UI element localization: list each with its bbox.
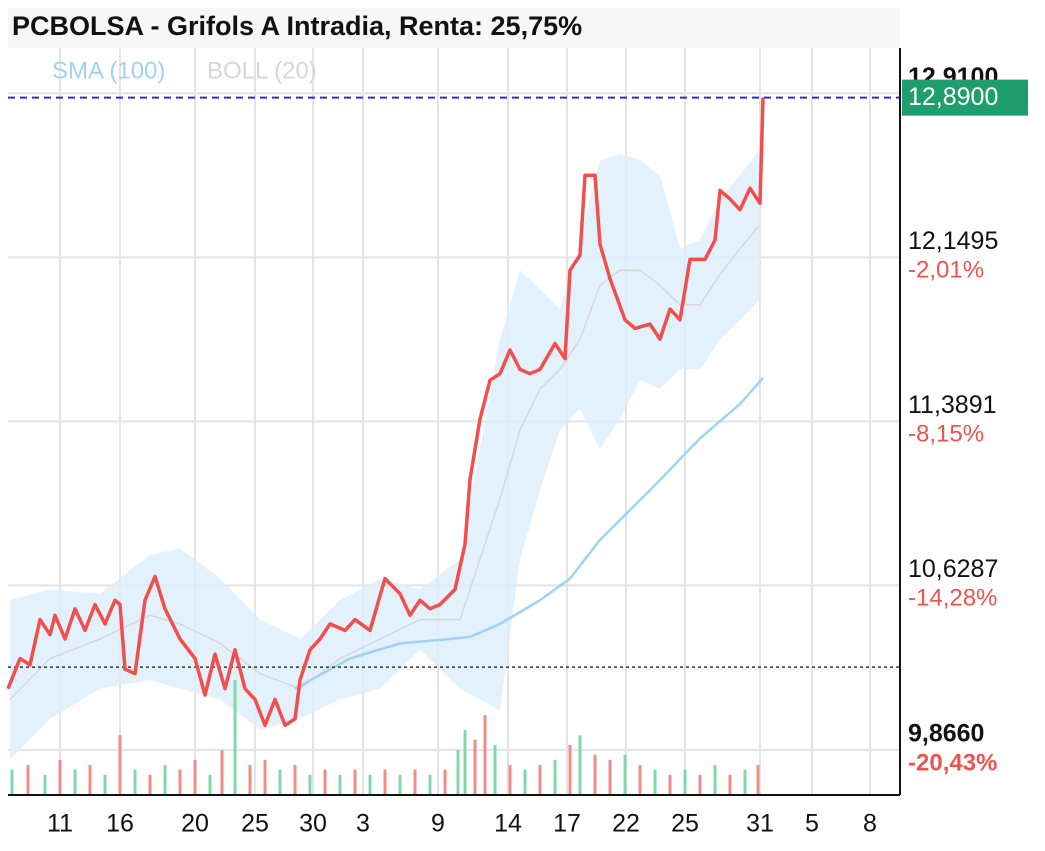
x-tick-label: 8 bbox=[863, 810, 877, 838]
x-tick-label: 11 bbox=[47, 810, 73, 838]
bollinger-middle bbox=[9, 224, 761, 700]
y-tick-change: -20,43% bbox=[908, 749, 997, 776]
x-tick-label: 14 bbox=[494, 810, 522, 838]
x-tick-label: 25 bbox=[241, 810, 269, 838]
volume-bar bbox=[383, 769, 387, 795]
volume-bar bbox=[568, 744, 572, 795]
volume-bar bbox=[608, 759, 612, 795]
x-tick-label: 16 bbox=[106, 810, 134, 838]
volume-bar bbox=[103, 774, 107, 795]
x-tick-label: 31 bbox=[746, 810, 774, 838]
title-bar bbox=[8, 8, 900, 48]
x-tick-label: 22 bbox=[612, 810, 640, 838]
volume-bar bbox=[698, 774, 702, 795]
last-price-label: 12,8900 bbox=[908, 83, 998, 111]
volume-bar bbox=[538, 765, 542, 795]
volume-bar bbox=[118, 735, 122, 795]
legend-label: SMA (100) bbox=[52, 57, 165, 84]
x-tick-label: 20 bbox=[181, 810, 209, 838]
volume-bar bbox=[220, 750, 224, 795]
volume-bar bbox=[683, 769, 687, 795]
volume-bar bbox=[10, 769, 14, 795]
volume-bar bbox=[743, 769, 747, 795]
volume-bar bbox=[756, 765, 760, 795]
volume-bar bbox=[413, 769, 417, 795]
volume-bar bbox=[353, 769, 357, 795]
volume-bar bbox=[73, 769, 77, 795]
volume-bar bbox=[483, 715, 487, 795]
x-tick-label: 9 bbox=[431, 810, 445, 838]
legend-label: BOLL (20) bbox=[207, 57, 317, 84]
y-tick-label: 10,6287 bbox=[908, 555, 998, 583]
volume-bar bbox=[163, 765, 167, 795]
volume-bar bbox=[263, 759, 267, 795]
y-tick-change: -2,01% bbox=[908, 257, 984, 284]
last-price-box bbox=[902, 79, 1028, 116]
volume-bar bbox=[133, 769, 137, 795]
y-tick-change: -8,15% bbox=[908, 421, 984, 448]
volume-bar bbox=[26, 765, 30, 795]
volume-bar bbox=[248, 765, 252, 795]
volume-bar bbox=[456, 750, 460, 795]
price-line bbox=[6, 97, 765, 728]
volume-bar bbox=[578, 735, 582, 795]
volume-bar bbox=[593, 754, 597, 795]
volume-bar bbox=[623, 754, 627, 795]
y-tick-change: -14,28% bbox=[908, 585, 997, 612]
volume-bar bbox=[323, 769, 327, 795]
volume-bar bbox=[278, 769, 282, 795]
volume-bar bbox=[193, 759, 197, 795]
bollinger-band bbox=[10, 149, 760, 760]
chart-title: PCBOLSA - Grifols A Intradia, Renta: 25,… bbox=[12, 11, 582, 41]
volume-bar bbox=[178, 769, 182, 795]
volume-bar bbox=[338, 774, 342, 795]
y-tick-label: 11,3891 bbox=[908, 391, 997, 419]
volume-bar bbox=[728, 774, 732, 795]
volume-bar bbox=[443, 769, 447, 795]
sma-line bbox=[294, 377, 764, 690]
y-tick-label: 12,1495 bbox=[908, 227, 998, 255]
volume-bar bbox=[463, 730, 467, 795]
volume-bar bbox=[523, 769, 527, 795]
volume-bar bbox=[148, 774, 152, 795]
volume-bar bbox=[638, 765, 642, 795]
volume-bar bbox=[668, 774, 672, 795]
volume-bar bbox=[713, 765, 717, 795]
volume-bar bbox=[428, 774, 432, 795]
x-tick-label: 30 bbox=[299, 810, 327, 838]
volume-bar bbox=[233, 679, 237, 795]
x-tick-label: 3 bbox=[356, 810, 370, 838]
volume-bar bbox=[88, 765, 92, 795]
volume-bar bbox=[308, 774, 312, 795]
x-tick-label: 17 bbox=[553, 810, 581, 838]
volume-bar bbox=[43, 774, 47, 795]
volume-bar bbox=[398, 774, 402, 795]
volume-bar bbox=[58, 759, 62, 795]
volume-bar bbox=[553, 759, 557, 795]
x-tick-label: 25 bbox=[671, 810, 699, 838]
volume-bar bbox=[508, 765, 512, 795]
y-tick-label: 9,8660 bbox=[908, 720, 984, 748]
volume-bar bbox=[368, 774, 372, 795]
volume-bar bbox=[493, 744, 497, 795]
volume-bar bbox=[473, 739, 477, 795]
x-tick-label: 5 bbox=[805, 810, 819, 838]
volume-bar bbox=[293, 765, 297, 795]
volume-bar bbox=[208, 774, 212, 795]
volume-bar bbox=[653, 769, 657, 795]
